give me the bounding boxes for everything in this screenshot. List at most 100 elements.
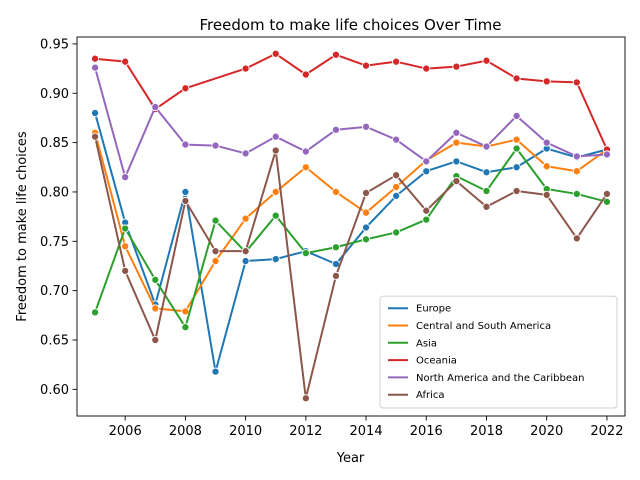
data-point <box>392 182 401 192</box>
data-point <box>181 323 190 332</box>
legend: Europe Central and South America Asia Ocean… <box>379 295 618 409</box>
data-point <box>392 171 401 180</box>
y-axis: 0.60 0.65 0.70 0.75 0.80 0.85 0.90 0.95 <box>40 37 77 398</box>
data-point <box>91 308 100 317</box>
data-point <box>512 111 521 121</box>
x-axis: 2006 2008 2010 2012 2014 2016 2018 2020 2022 <box>109 416 623 439</box>
data-point <box>452 62 461 71</box>
y-tick-label: 0.85 <box>40 136 69 151</box>
x-tick-label: 2006 <box>109 424 142 439</box>
data-point <box>422 167 431 176</box>
data-point <box>542 77 551 86</box>
series-line <box>94 147 608 329</box>
data-point <box>241 149 250 158</box>
data-point <box>331 271 341 280</box>
x-tick-label: 2018 <box>470 424 503 439</box>
data-point <box>331 50 341 59</box>
data-point <box>392 228 401 237</box>
x-tick-label: 2008 <box>169 424 202 439</box>
x-axis-label: Year <box>336 451 365 466</box>
data-point <box>452 128 461 137</box>
data-point <box>91 54 100 63</box>
data-point <box>211 367 220 376</box>
series-line <box>94 132 608 313</box>
data-point <box>91 132 100 141</box>
legend-item: Oceania <box>388 356 457 367</box>
data-point <box>91 108 100 118</box>
data-point <box>271 211 280 220</box>
data-point <box>241 256 250 266</box>
data-point <box>361 122 371 131</box>
series-4 <box>91 63 611 182</box>
data-point <box>512 74 521 83</box>
plot-area <box>76 36 626 417</box>
data-point <box>151 335 160 345</box>
data-point <box>121 266 130 275</box>
data-point <box>512 144 521 153</box>
axes-frame <box>76 36 626 417</box>
data-point <box>512 186 521 196</box>
data-point <box>542 190 551 199</box>
data-point <box>151 304 160 313</box>
data-point <box>181 187 190 197</box>
data-point <box>301 394 310 403</box>
data-point <box>151 275 160 284</box>
data-point <box>181 140 190 149</box>
x-tick-label: 2014 <box>350 424 383 439</box>
x-tick-label: 2020 <box>530 424 563 439</box>
legend-label: Asia <box>416 338 437 349</box>
data-point <box>121 57 130 66</box>
data-point <box>452 138 461 147</box>
data-point <box>572 234 581 243</box>
data-point <box>301 249 310 258</box>
y-axis-label: Freedom to make life choices <box>15 131 30 322</box>
legend-label: North America and the Caribbean <box>416 373 584 384</box>
data-point <box>512 135 521 144</box>
data-point <box>331 125 341 134</box>
legend-label: Africa <box>416 390 445 401</box>
y-tick-label: 0.60 <box>40 383 69 398</box>
y-tick-label: 0.65 <box>40 334 69 349</box>
data-point <box>181 84 190 93</box>
legend-item: Europe <box>388 304 451 315</box>
data-point <box>241 247 250 256</box>
data-point <box>271 132 280 141</box>
legend-label: Oceania <box>416 356 457 367</box>
data-point <box>211 256 220 266</box>
data-point <box>241 214 250 223</box>
data-point <box>361 188 371 197</box>
data-point <box>301 70 310 79</box>
x-tick-label: 2022 <box>590 424 623 439</box>
data-point <box>361 235 371 244</box>
legend-label: Central and South America <box>416 321 551 332</box>
data-point <box>422 64 431 73</box>
y-tick-label: 0.75 <box>40 235 69 250</box>
data-point <box>422 157 431 166</box>
chart-title: Freedom to make life choices Over Time <box>199 16 501 34</box>
data-point <box>482 202 491 211</box>
data-point <box>452 157 461 166</box>
series-line <box>94 112 608 373</box>
legend-item: Central and South America <box>388 321 551 332</box>
data-point <box>301 147 310 156</box>
y-tick-label: 0.70 <box>40 284 69 299</box>
data-point <box>542 162 551 171</box>
x-tick-label: 2012 <box>289 424 322 439</box>
data-point <box>271 255 280 264</box>
data-point <box>271 49 280 58</box>
data-point <box>181 307 190 316</box>
data-point <box>121 224 130 233</box>
data-point <box>392 191 401 200</box>
data-point <box>301 163 310 172</box>
data-point <box>211 216 220 225</box>
legend-item: North America and the Caribbean <box>388 373 584 384</box>
data-point <box>211 247 220 256</box>
data-point <box>331 243 341 252</box>
y-tick-label: 0.95 <box>40 37 69 52</box>
data-point <box>602 197 611 206</box>
x-tick-label: 2016 <box>410 424 443 439</box>
data-point <box>542 138 551 147</box>
data-point <box>271 146 280 155</box>
data-point <box>151 103 160 112</box>
